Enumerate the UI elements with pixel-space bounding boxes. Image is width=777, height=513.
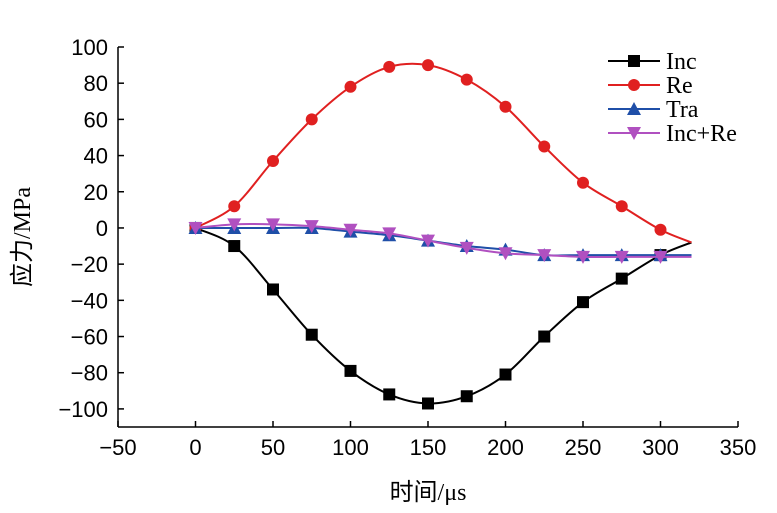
data-point xyxy=(305,113,318,126)
x-tick-label: 0 xyxy=(189,435,201,460)
x-tick-label: 250 xyxy=(565,435,602,460)
data-point xyxy=(228,240,241,253)
x-tick-label: 50 xyxy=(261,435,285,460)
legend-marker xyxy=(628,79,640,91)
x-tick-label: −50 xyxy=(99,435,136,460)
x-tick-label: 350 xyxy=(720,435,757,460)
plot-area: −50 0 50 100 150 200 250 300 350 −100−80−60−40−2… xyxy=(58,35,756,460)
data-point xyxy=(343,223,358,237)
data-point xyxy=(382,227,397,241)
series-inc xyxy=(189,221,692,410)
y-axis-ticks: −100 −80 −60 −40 −20 0 20 40 60 80 100 xyxy=(58,35,124,422)
y-tick-label: −100 xyxy=(58,397,108,422)
legend-item: Re xyxy=(608,73,693,99)
data-point xyxy=(267,155,279,167)
data-point xyxy=(498,247,513,261)
data-point xyxy=(228,200,241,213)
data-point xyxy=(615,272,628,285)
data-point xyxy=(383,60,396,73)
y-tick-label: −80 xyxy=(71,361,108,386)
legend-label: Tra xyxy=(666,97,699,123)
data-point xyxy=(422,397,434,410)
legend-marker xyxy=(627,102,641,115)
series-re xyxy=(189,59,692,244)
data-point xyxy=(304,220,319,234)
data-point xyxy=(538,330,551,343)
data-point xyxy=(499,368,512,381)
data-point xyxy=(305,328,318,341)
data-point xyxy=(576,250,590,264)
data-point xyxy=(653,250,668,264)
data-point xyxy=(421,234,435,248)
data-point xyxy=(577,296,589,309)
x-tick-label: 200 xyxy=(487,435,524,460)
series-layer xyxy=(188,59,692,410)
data-point xyxy=(615,200,628,213)
data-point xyxy=(538,140,551,153)
y-tick-label: 60 xyxy=(84,107,108,132)
data-point xyxy=(460,73,473,86)
data-point xyxy=(422,59,434,72)
data-point xyxy=(383,388,396,401)
series-tra xyxy=(188,220,692,262)
y-tick-label: 100 xyxy=(71,35,108,60)
y-axis-title: 应力/MPa xyxy=(9,187,36,287)
data-point xyxy=(344,364,357,377)
legend-item: Inc+Re xyxy=(608,121,737,147)
x-tick-label: 100 xyxy=(332,435,369,460)
legend-marker xyxy=(628,55,640,67)
x-tick-label: 150 xyxy=(410,435,447,460)
legend-label: Re xyxy=(666,73,693,99)
legend-label: Inc+Re xyxy=(666,121,737,147)
data-point xyxy=(344,80,357,93)
data-point xyxy=(537,249,552,263)
data-point xyxy=(460,390,473,403)
data-point xyxy=(267,283,279,296)
data-point xyxy=(266,218,280,232)
legend-item: Inc xyxy=(608,49,697,75)
y-tick-label: −20 xyxy=(71,252,108,277)
y-tick-label: −40 xyxy=(71,288,108,313)
y-tick-label: 20 xyxy=(84,180,108,205)
y-tick-label: 0 xyxy=(96,216,108,241)
y-tick-label: 80 xyxy=(84,71,108,96)
x-axis-title: 时间/μs xyxy=(390,479,467,506)
data-point xyxy=(499,100,512,113)
x-tick-label: 300 xyxy=(642,435,679,460)
series-inc-re xyxy=(188,218,692,264)
legend-marker xyxy=(627,127,641,140)
data-point xyxy=(654,223,667,236)
data-point xyxy=(459,241,474,255)
legend-label: Inc xyxy=(666,49,697,75)
y-tick-label: 40 xyxy=(84,144,108,169)
legend-item: Tra xyxy=(608,97,699,123)
data-point xyxy=(577,176,589,189)
data-point xyxy=(188,221,203,235)
data-point xyxy=(227,218,242,232)
series-line xyxy=(195,62,692,244)
data-point xyxy=(614,250,629,264)
x-axis-ticks: −50 0 50 100 150 200 250 300 350 xyxy=(99,421,756,460)
y-tick-label: −60 xyxy=(71,325,108,350)
